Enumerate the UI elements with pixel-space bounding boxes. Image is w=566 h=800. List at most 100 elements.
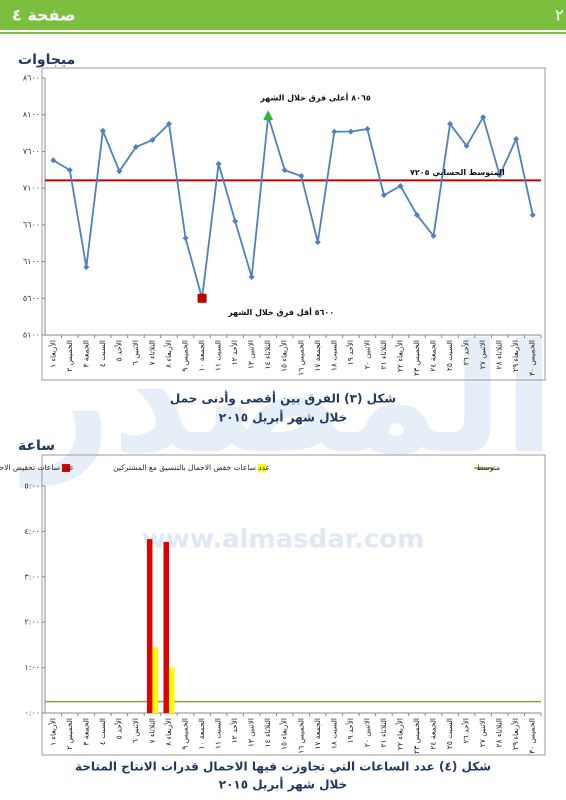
x-tick-label: السبت ٤ [98,340,107,367]
x-tick-label: الاثنين ٢٧ [478,718,487,747]
chart-subtitle: خلال شهر أبريل ٢٠١٥ [219,777,348,792]
x-tick-label: الأحد ٢٦ [461,718,471,743]
point-marker [496,172,503,179]
x-tick-label: السبت ٤ [98,718,107,745]
chart-subtitle: خلال شهر أبريل ٢٠١٥ [219,410,348,425]
point-marker [50,157,57,164]
x-tick-label: الخميس ٢٣ [412,340,421,376]
x-tick-label: الأربعاء ٢٩ [510,718,520,750]
y-tick-label: ٧٦٠٠ [23,147,40,156]
point-marker [83,264,90,271]
point-marker [99,127,106,134]
chart-frame [41,454,546,756]
y-tick-label: ٢:٠٠ [24,618,40,627]
y-tick-label: ٧١٠٠ [23,184,40,193]
point-marker [182,235,189,242]
y-tick-label: ٠:٠٠ [24,709,40,718]
point-marker [331,128,338,135]
x-tick-label: الجمعة ١٧ [313,340,322,372]
x-tick-label: الخميس ٢ [65,340,74,372]
max-annotation: ٨٠٦٥ أعلى فرق خلال الشهر [259,93,371,103]
bar [169,667,175,713]
x-tick-label: الأربعاء ٢٩ [510,340,520,372]
x-tick-label: الاثنين ٢٠ [362,718,371,747]
x-tick-label: الخميس ٢ [65,718,74,750]
x-tick-label: الخميس ٩ [181,340,190,372]
y-tick-label: ١:٠٠ [24,663,40,672]
x-tick-label: الجمعة ٢٤ [429,340,438,372]
x-tick-label: الاثنين ١٣ [247,340,256,369]
point-marker [66,167,73,174]
y-tick-label: ٥٦٠٠ [23,294,40,303]
chart-title: شكل (٤) عدد الساعات التي تجاوزت فيها الا… [75,760,491,775]
x-tick-label: السبت ١١ [214,340,223,371]
point-marker [364,126,371,133]
x-tick-label: الثلاثاء ١٤ [263,340,272,369]
point-marker [132,144,139,151]
point-marker [380,192,387,199]
x-tick-label: الأربعاء ٨ [163,340,173,368]
max-marker [263,110,274,121]
x-tick-label: الأربعاء ١ [47,718,57,746]
bar [146,539,153,713]
x-tick-label: الثلاثاء ١٤ [263,718,272,747]
x-tick-label: الجمعة ٣ [81,718,90,746]
point-marker [463,142,470,149]
x-tick-label: الأحد ١٩ [345,718,355,743]
legend-label: عدد ساعات خفض الاحمال بالتنسيق مع المشتر… [113,463,270,472]
page-number: صفحة ٤ [12,6,76,25]
point-marker [314,239,321,246]
x-tick-label: الجمعة ١٠ [197,718,206,750]
y-tick-label: ٨١٠٠ [23,110,40,119]
bar [163,541,169,713]
min-marker [197,293,207,303]
y-tick-label: ٥:٠٠ [24,482,40,491]
x-tick-label: السبت ١٨ [329,340,338,371]
legend-swatch [258,464,266,472]
min-annotation: ٥٦٠٠ أقل فرق خلال الشهر [227,307,334,317]
x-tick-label: الأحد ٢٦ [461,340,471,365]
point-marker [232,218,239,225]
x-tick-label: الأحد ١٢ [229,340,239,365]
point-marker [397,182,404,189]
chart-title: شكل (٣) الفرق بين أقصى وأدنى حمل [170,391,396,407]
y-axis-label: ساعة [18,438,55,454]
x-tick-label: الثلاثاء ٧ [147,718,156,743]
x-tick-label: الأربعاء ١٥ [279,718,289,750]
header-title: تقرير مرصد الكهرباء – أبريل ٢٠١٥ [555,5,566,26]
point-marker [116,168,123,175]
x-tick-label: الخميس ٣٠ [528,718,537,754]
y-tick-label: ٤:٠٠ [24,527,40,536]
y-tick-label: ٣:٠٠ [24,572,40,581]
point-marker [480,114,487,121]
x-tick-label: الخميس ١٦ [296,340,305,376]
x-tick-label: الجمعة ٢٤ [429,718,438,750]
x-tick-label: الخميس ٩ [181,718,190,750]
x-tick-label: الثلاثاء ٢٨ [495,718,504,747]
x-tick-label: الأربعاء ٢٢ [394,340,404,372]
legend-swatch [62,464,70,472]
x-tick-label: السبت ٢٥ [445,340,454,371]
point-marker [281,167,288,174]
x-tick-label: الأحد ١٩ [345,340,355,365]
y-tick-label: ٦٦٠٠ [23,220,40,229]
x-tick-label: الثلاثاء ٢٨ [495,340,504,369]
x-tick-label: الثلاثاء ٧ [147,340,156,365]
x-tick-label: الخميس ٣٠ [528,340,537,376]
x-tick-label: الثلاثاء ٢١ [379,718,388,747]
y-tick-label: ٦١٠٠ [23,257,40,266]
mean-annotation: المتوسط الحسابي ٧٢٠٥ [410,168,505,177]
x-tick-label: الأحد ١٢ [229,718,239,743]
x-tick-label: الاثنين ٢٠ [362,340,371,369]
x-tick-label: السبت ١٨ [329,718,338,749]
legend-label: عدد ساعات تخفيض الاحمال لباقي المشتركين [0,463,74,472]
x-tick-label: الأربعاء ٨ [163,718,173,746]
y-tick-label: ٥١٠٠ [23,331,40,340]
point-marker [166,120,172,127]
header-bar [0,0,566,30]
x-tick-label: الاثنين ١٣ [247,718,256,747]
point-marker [447,120,454,127]
point-marker [149,137,156,144]
